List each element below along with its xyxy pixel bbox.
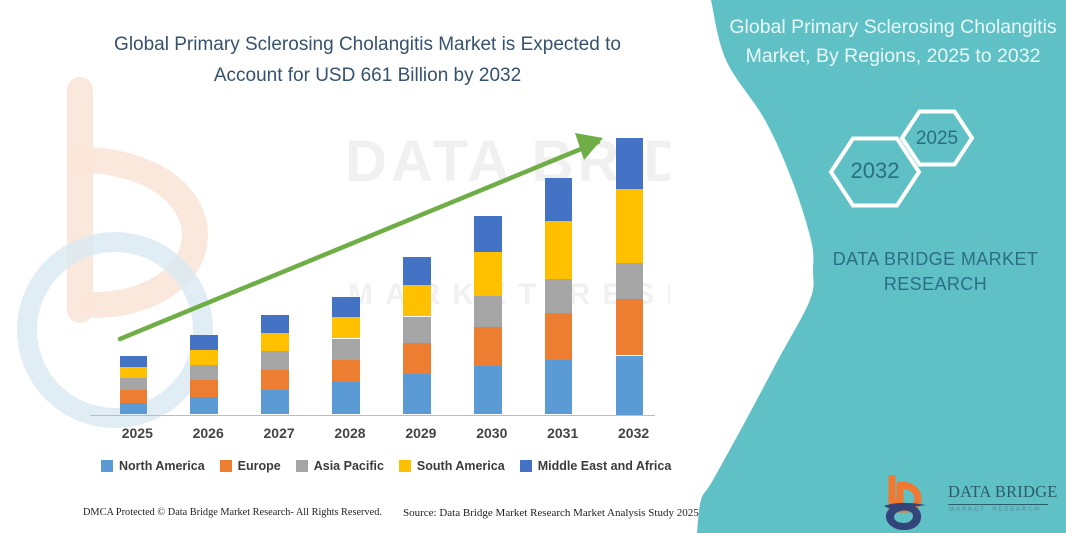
svg-text:2032: 2032 — [851, 158, 900, 183]
svg-text:2025: 2025 — [916, 128, 958, 149]
